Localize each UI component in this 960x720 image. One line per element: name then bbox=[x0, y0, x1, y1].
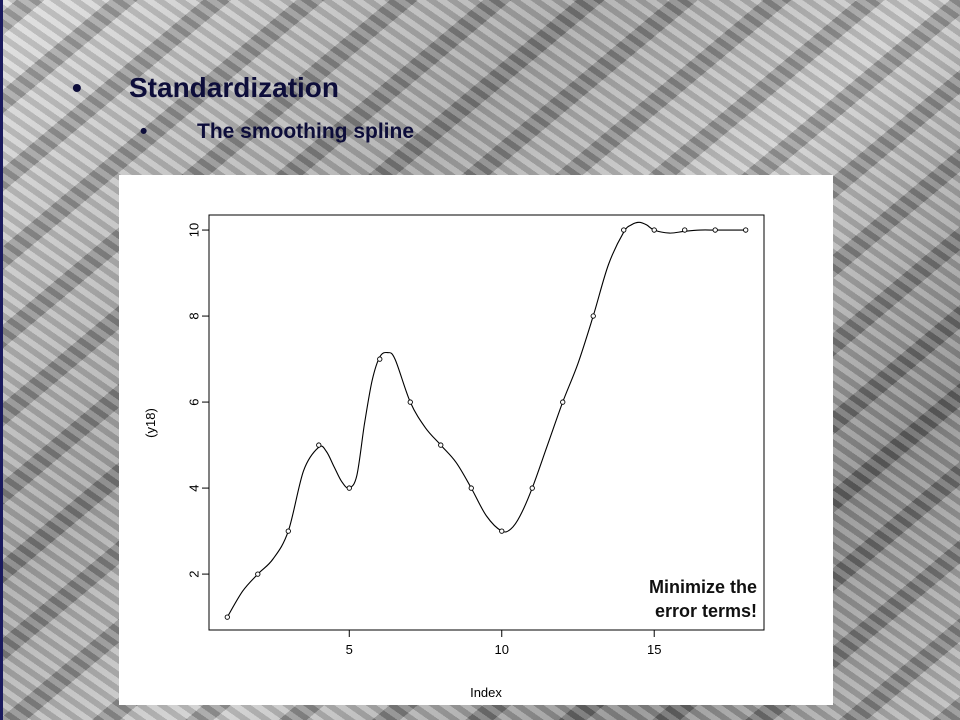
data-point-14 bbox=[621, 227, 627, 233]
annotation-line-2: error terms! bbox=[654, 601, 757, 621]
data-point-10 bbox=[499, 528, 505, 534]
y-axis-label: (y18) bbox=[143, 408, 158, 438]
data-point-11 bbox=[529, 485, 535, 491]
annotation-note: Minimize the error terms! bbox=[649, 575, 757, 623]
data-point-18 bbox=[743, 227, 749, 233]
data-point-16 bbox=[682, 227, 688, 233]
data-point-6 bbox=[377, 356, 383, 362]
bullet-glyph-2: • bbox=[140, 120, 148, 143]
spline-chart: 5 10 15 2 4 6 8 10 Index (y18) bbox=[143, 214, 765, 700]
data-point-1 bbox=[224, 614, 230, 620]
data-point-2 bbox=[255, 571, 261, 577]
data-point-5 bbox=[346, 485, 352, 491]
y-tick-label-6: 6 bbox=[186, 398, 201, 405]
y-tick-label-8: 8 bbox=[186, 312, 201, 319]
x-tick-label-15: 15 bbox=[647, 642, 661, 657]
bullet-text-1: Standardization bbox=[129, 72, 340, 103]
y-tick-label-10: 10 bbox=[186, 223, 201, 237]
spline-curve bbox=[226, 221, 746, 618]
data-point-7 bbox=[407, 399, 413, 405]
slide-edge-accent bbox=[0, 0, 3, 720]
x-axis-label: Index bbox=[470, 685, 502, 700]
bullet-glyph-1: • bbox=[72, 72, 82, 103]
y-tick-label-4: 4 bbox=[186, 484, 201, 491]
data-point-3 bbox=[285, 528, 291, 534]
data-point-12 bbox=[560, 399, 566, 405]
data-point-15 bbox=[651, 227, 657, 233]
annotation-line-1: Minimize the bbox=[648, 577, 757, 597]
axis-ticks: 5 10 15 2 4 6 8 10 bbox=[186, 223, 661, 657]
data-point-13 bbox=[590, 313, 596, 319]
chart-panel: 5 10 15 2 4 6 8 10 Index (y18) Minimize the err… bbox=[119, 175, 833, 705]
y-tick-label-2: 2 bbox=[186, 570, 201, 577]
plot-box bbox=[208, 214, 765, 631]
bullet-text-2: The smoothing spline bbox=[197, 120, 415, 143]
data-point-17 bbox=[712, 227, 718, 233]
x-tick-label-10: 10 bbox=[495, 642, 509, 657]
data-point-8 bbox=[438, 442, 444, 448]
data-point-4 bbox=[316, 442, 322, 448]
data-points bbox=[224, 227, 749, 620]
x-tick-label-5: 5 bbox=[346, 642, 353, 657]
data-point-9 bbox=[468, 485, 474, 491]
